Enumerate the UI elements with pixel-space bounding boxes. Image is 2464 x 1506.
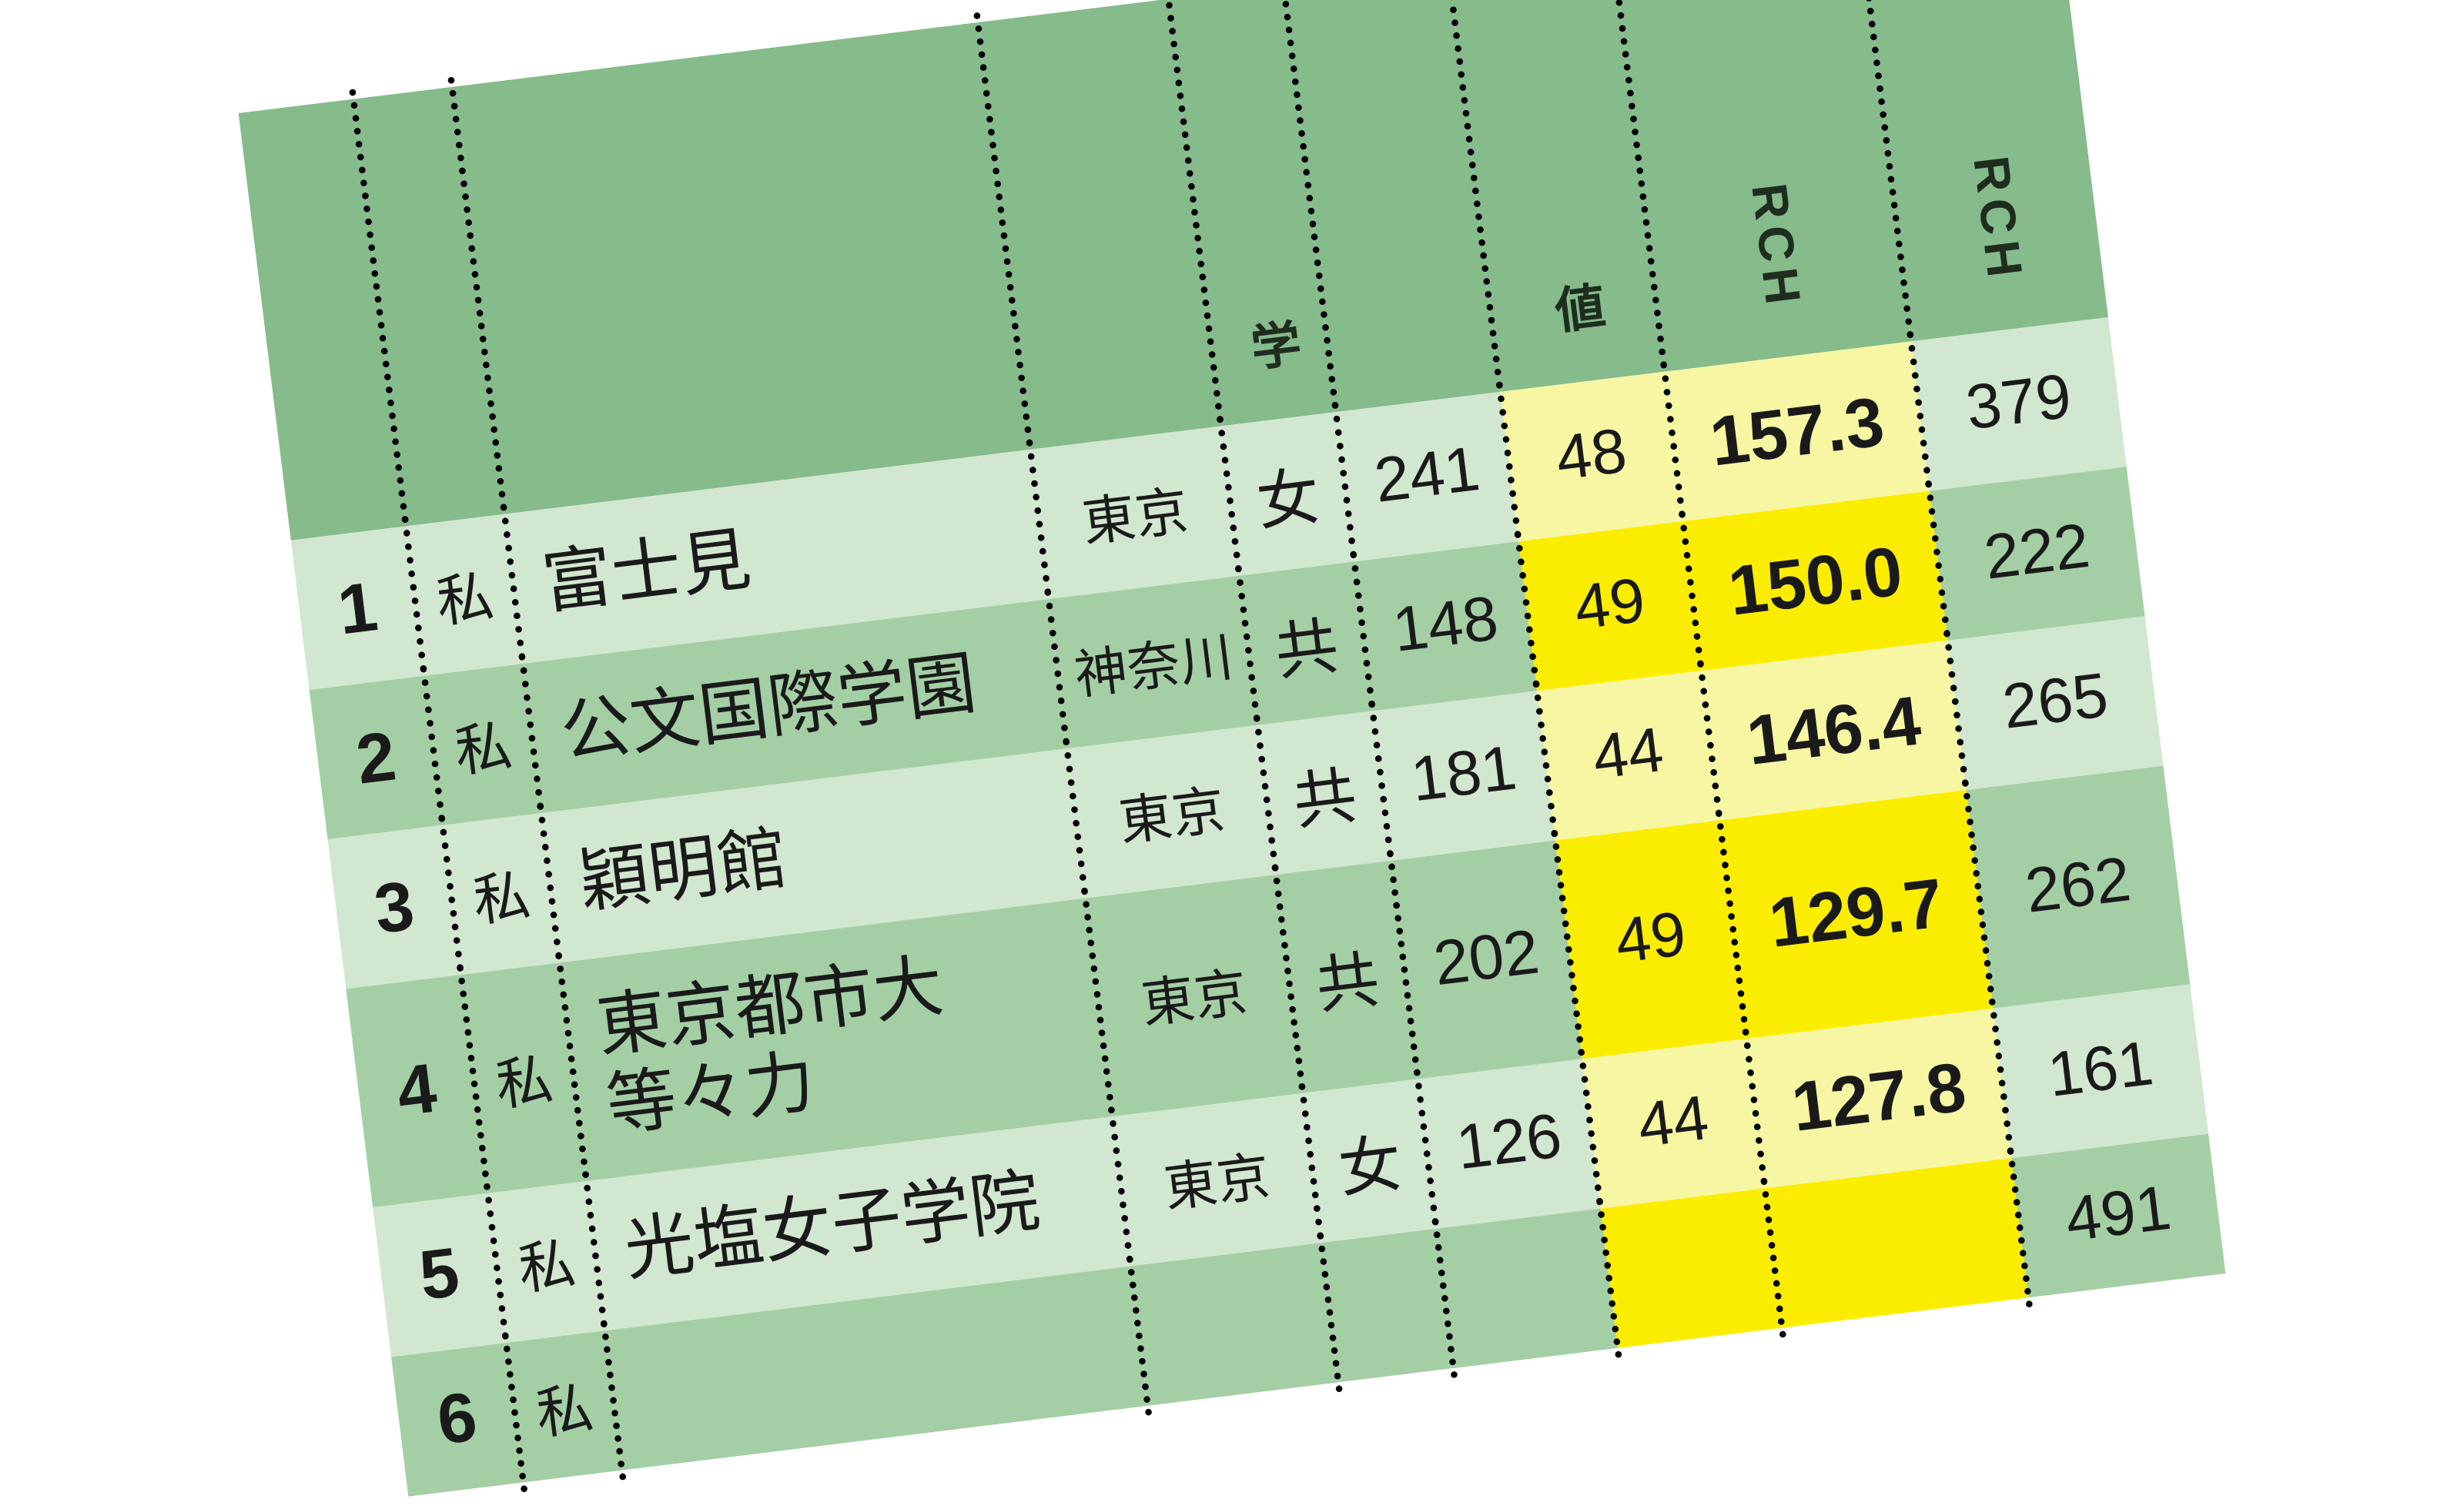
cell-march: 157.3: [1665, 341, 1930, 520]
cell-gender: 女: [1221, 412, 1354, 576]
cell-pref: 東京: [1112, 1093, 1321, 1266]
cell-rank: 6: [391, 1342, 524, 1496]
cell-pref: 東京: [1067, 725, 1276, 899]
cell-count: 241: [1336, 392, 1518, 561]
cell-march: 127.8: [1746, 1008, 2011, 1187]
cell-count: 181: [1373, 691, 1555, 860]
cell-march: [1765, 1157, 2028, 1327]
cell-gender: 共: [1257, 711, 1391, 875]
cell-march: 146.4: [1701, 641, 1966, 820]
col-header-name: [452, 22, 1030, 514]
cell-dev: [1601, 1187, 1783, 1347]
cell-march2: 379: [1911, 317, 2127, 491]
cell-rank: 3: [327, 825, 460, 989]
cell-pref: [1130, 1242, 1338, 1405]
cell-gender: 共: [1239, 561, 1372, 725]
cell-march2: 491: [2011, 1133, 2225, 1297]
cell-count: 202: [1391, 840, 1582, 1078]
cell-pref: 東京: [1030, 426, 1239, 599]
cell-rank: 5: [373, 1193, 506, 1357]
cell-rank: 1: [291, 526, 424, 690]
cell-gender: 女: [1303, 1079, 1436, 1243]
cell-pref: 神奈川: [1049, 576, 1257, 749]
cell-count: 148: [1354, 541, 1537, 711]
cell-dev: 49: [1518, 521, 1701, 691]
cell-dev: 48: [1500, 372, 1682, 541]
cell-count: 126: [1418, 1058, 1600, 1227]
cell-dev: 44: [1582, 1038, 1765, 1207]
col-header-march: RCH: [1612, 0, 1911, 372]
cell-march: 150.0: [1683, 491, 1948, 671]
cell-dev: 44: [1537, 671, 1719, 840]
cell-count: [1436, 1208, 1618, 1368]
cell-pref: 東京: [1086, 875, 1303, 1116]
cell-march2: 265: [1948, 616, 2164, 790]
cell-march: 129.7: [1719, 790, 1993, 1038]
cell-dev: 49: [1555, 820, 1746, 1058]
cell-march2: 161: [1993, 983, 2208, 1157]
school-ranking-table: 学 値 RCH RCH 1私富士見東京女24148157.33792私公文国際学…: [239, 0, 2226, 1496]
cell-rank: 2: [310, 676, 443, 840]
cell-gender: [1321, 1228, 1454, 1382]
cell-march2: 222: [1930, 467, 2145, 641]
cell-march2: 262: [1966, 766, 2190, 1008]
